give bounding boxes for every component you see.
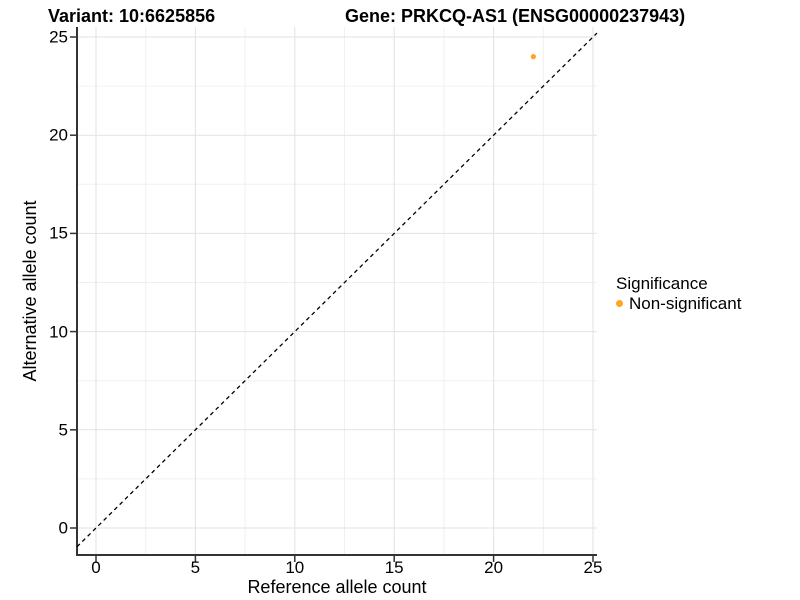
y-axis-title: Alternative allele count bbox=[20, 200, 40, 382]
legend-point-icon bbox=[616, 300, 623, 307]
y-tick-label: 20 bbox=[49, 125, 68, 145]
y-tick-label: 15 bbox=[49, 223, 68, 243]
data-point bbox=[530, 54, 536, 60]
y-tick-label: 5 bbox=[58, 420, 68, 440]
y-tick-label: 25 bbox=[49, 27, 68, 47]
plot-title-gene: Gene: PRKCQ-AS1 (ENSG00000237943) bbox=[345, 6, 686, 26]
legend-title: Significance bbox=[616, 274, 708, 293]
x-tick-label: 25 bbox=[583, 558, 603, 577]
x-tick-label: 10 bbox=[285, 558, 305, 577]
x-tick-label: 20 bbox=[484, 558, 504, 577]
x-tick-label: 5 bbox=[190, 558, 201, 577]
x-axis-title: Reference allele count bbox=[247, 577, 427, 597]
x-tick-label: 15 bbox=[384, 558, 404, 577]
x-tick-label: 0 bbox=[91, 558, 101, 577]
identity-line bbox=[76, 32, 598, 548]
y-tick-label: 10 bbox=[49, 322, 68, 342]
legend-item: Non-significant bbox=[616, 294, 741, 313]
plot-title-variant: Variant: 10:6625856 bbox=[48, 6, 216, 26]
y-tick-label: 0 bbox=[58, 518, 68, 538]
legend: Significance Non-significant bbox=[616, 274, 741, 313]
legend-item-label: Non-significant bbox=[629, 294, 742, 313]
